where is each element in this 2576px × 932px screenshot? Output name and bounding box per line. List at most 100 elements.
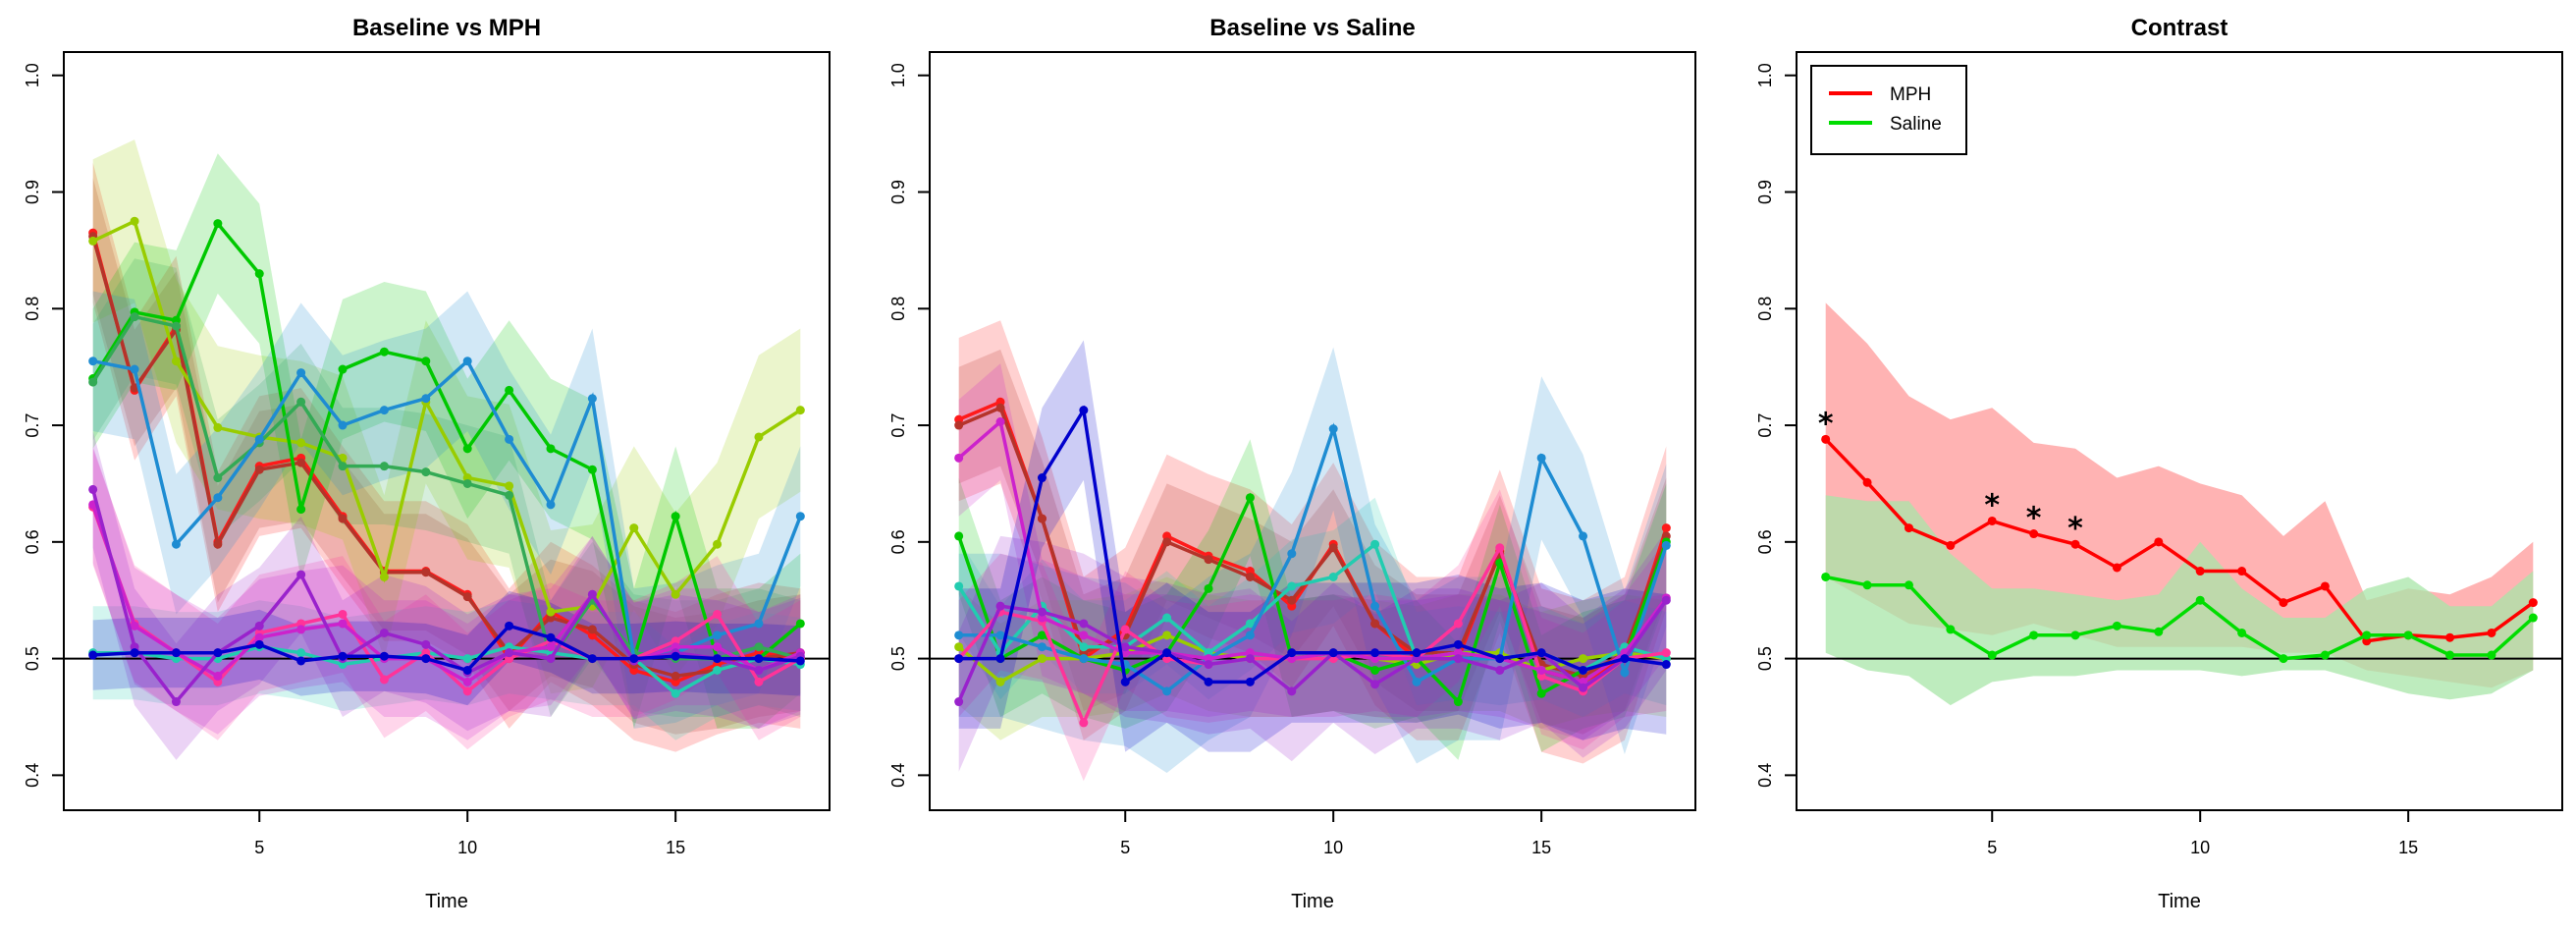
data-point-series-6 bbox=[1536, 453, 1546, 463]
data-point-series-6 bbox=[1328, 424, 1338, 434]
data-point-series-8 bbox=[379, 675, 389, 685]
data-point-series-6 bbox=[587, 394, 597, 404]
data-point-mph bbox=[2528, 598, 2538, 608]
data-point-series-9 bbox=[1037, 607, 1046, 617]
data-point-series-3 bbox=[795, 406, 805, 415]
data-point-saline bbox=[2362, 630, 2372, 640]
data-point-series-11 bbox=[462, 665, 472, 675]
data-point-series-10 bbox=[379, 628, 389, 637]
data-point-series-9 bbox=[1579, 683, 1588, 692]
y-tick-label: 0.5 bbox=[888, 646, 908, 671]
data-point-series-10 bbox=[421, 639, 431, 649]
data-point-series-5 bbox=[754, 642, 764, 652]
confidence-band-series-2 bbox=[92, 178, 801, 735]
data-point-mph bbox=[2070, 539, 2080, 549]
confidence-band-saline bbox=[1825, 495, 2534, 706]
data-point-series-4 bbox=[1204, 583, 1213, 593]
x-axis-label: Time bbox=[1291, 891, 1334, 912]
data-point-series-6 bbox=[795, 512, 805, 521]
data-point-series-11 bbox=[587, 654, 597, 664]
data-point-mph bbox=[2487, 628, 2496, 637]
data-point-series-4 bbox=[795, 619, 805, 629]
data-point-series-11 bbox=[713, 654, 723, 664]
data-point-series-6 bbox=[213, 493, 223, 503]
data-point-series-6 bbox=[338, 420, 348, 430]
data-point-series-9 bbox=[130, 621, 139, 630]
data-point-series-4 bbox=[1536, 688, 1546, 698]
data-point-series-3 bbox=[754, 432, 764, 442]
data-point-series-10 bbox=[954, 654, 964, 664]
series-line-mph bbox=[1824, 438, 2535, 643]
data-point-series-3 bbox=[713, 539, 723, 549]
data-point-series-8 bbox=[1079, 630, 1089, 640]
data-point-saline bbox=[2445, 650, 2455, 660]
data-point-series-10 bbox=[1661, 660, 1671, 670]
data-point-saline bbox=[1987, 650, 1997, 660]
y-tick-label: 1.0 bbox=[23, 63, 42, 87]
x-tick-label: 15 bbox=[1531, 838, 1551, 857]
data-point-series-10 bbox=[1453, 639, 1463, 649]
series-line-series-8 bbox=[957, 418, 1668, 685]
data-point-series-9 bbox=[1661, 595, 1671, 605]
data-point-series-6 bbox=[505, 434, 514, 444]
x-axis-label: Time bbox=[2158, 891, 2201, 912]
data-point-series-4 bbox=[338, 364, 348, 374]
data-point-series-11 bbox=[795, 656, 805, 666]
data-point-series-2 bbox=[421, 568, 431, 577]
data-point-saline bbox=[1821, 572, 1831, 581]
data-point-series-3 bbox=[1162, 630, 1172, 640]
data-point-series-4 bbox=[1495, 558, 1505, 568]
data-point-mph bbox=[1987, 516, 1997, 525]
data-point-series-3 bbox=[130, 216, 139, 226]
data-point-series-6 bbox=[379, 406, 389, 415]
chart-title: Baseline vs MPH bbox=[352, 15, 541, 41]
confidence-band-series-9 bbox=[92, 446, 801, 740]
y-tick-label: 0.5 bbox=[1755, 646, 1775, 671]
x-tick-label: 10 bbox=[1323, 838, 1343, 857]
y-tick-label: 0.9 bbox=[888, 180, 908, 204]
data-point-series-2 bbox=[1287, 595, 1297, 605]
data-point-series-11 bbox=[379, 651, 389, 661]
data-point-series-11 bbox=[171, 648, 181, 658]
data-point-series-6 bbox=[1245, 630, 1255, 640]
data-point-saline bbox=[2528, 613, 2538, 623]
confidence-band-series-8 bbox=[958, 363, 1667, 740]
data-point-saline bbox=[2403, 630, 2413, 640]
data-point-series-4 bbox=[296, 505, 306, 515]
data-point-mph bbox=[2112, 563, 2121, 573]
series-line-series-5 bbox=[91, 314, 801, 663]
data-point-series-3 bbox=[546, 607, 556, 617]
data-point-series-9 bbox=[1287, 686, 1297, 696]
data-point-series-5 bbox=[338, 462, 348, 471]
data-point-series-5 bbox=[1328, 572, 1338, 581]
legend: MPH Saline bbox=[1810, 65, 1967, 155]
y-tick-label: 0.8 bbox=[23, 297, 42, 321]
data-point-series-6 bbox=[713, 630, 723, 640]
data-point-series-5 bbox=[1079, 642, 1089, 652]
chart-title: Baseline vs Saline bbox=[1209, 15, 1415, 41]
data-point-series-4 bbox=[587, 465, 597, 474]
data-point-mph bbox=[2445, 632, 2455, 642]
data-point-series-3 bbox=[1579, 654, 1588, 664]
series-line-series-2 bbox=[91, 236, 801, 679]
data-point-mph bbox=[1862, 477, 1872, 487]
data-point-series-6 bbox=[1037, 642, 1046, 652]
data-point-series-6 bbox=[171, 539, 181, 549]
chart-panel-1: Baseline vs MPH Time 5 10 15 0.4 0.5 0.6 0.7 0.8 0… bbox=[23, 15, 831, 912]
legend-label: Saline bbox=[1890, 114, 1942, 135]
data-point-series-9 bbox=[1495, 665, 1505, 675]
data-point-series-6 bbox=[130, 364, 139, 374]
data-point-series-5 bbox=[1245, 619, 1255, 629]
data-point-saline bbox=[2154, 627, 2164, 636]
data-point-series-10 bbox=[1204, 677, 1213, 686]
data-point-series-4 bbox=[254, 269, 264, 279]
data-point-saline bbox=[2029, 630, 2039, 640]
data-point-series-10 bbox=[88, 484, 98, 494]
confidence-band-series-3 bbox=[92, 139, 801, 694]
data-point-series-4 bbox=[671, 512, 680, 521]
data-point-series-3 bbox=[995, 677, 1005, 686]
data-point-series-3 bbox=[379, 572, 389, 581]
confidence-band-series-10 bbox=[92, 431, 801, 760]
data-point-series-9 bbox=[1120, 642, 1130, 652]
